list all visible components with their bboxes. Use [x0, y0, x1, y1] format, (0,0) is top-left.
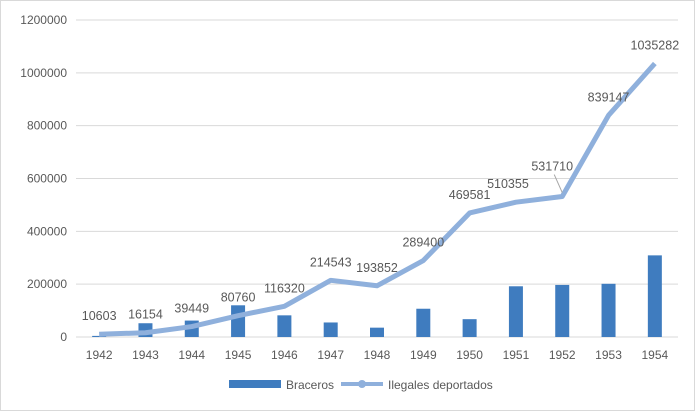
x-tick-label: 1954: [641, 348, 668, 362]
x-tick-label: 1951: [503, 348, 530, 362]
x-tick-label: 1943: [132, 348, 159, 362]
data-label: 214543: [310, 255, 352, 269]
bar: [555, 284, 570, 337]
bar: [370, 327, 384, 337]
legend-label: Braceros: [286, 378, 334, 392]
data-label: 116320: [264, 281, 305, 295]
data-label: 16154: [128, 308, 163, 322]
y-tick-label: 600000: [27, 172, 67, 186]
bar: [416, 308, 431, 337]
bar: [508, 286, 523, 337]
leader-line: [553, 174, 563, 193]
data-label: 510355: [487, 177, 529, 191]
legend-swatch-bars: [229, 380, 281, 388]
legend-label: Ilegales deportados: [388, 378, 493, 392]
bar: [601, 283, 616, 337]
bar: [647, 255, 662, 337]
data-label: 39449: [174, 302, 209, 316]
y-tick-label: 400000: [27, 224, 67, 238]
x-tick-label: 1948: [364, 348, 391, 362]
y-tick-label: 800000: [27, 119, 67, 133]
data-label: 1035282: [631, 39, 680, 53]
line-series: [99, 61, 657, 337]
y-tick-label: 1200000: [20, 13, 67, 27]
bar: [92, 335, 107, 337]
data-label: 80760: [221, 291, 256, 305]
x-tick-label: 1944: [178, 348, 205, 362]
bar: [462, 319, 477, 337]
x-tick-label: 1942: [86, 348, 113, 362]
x-tick-label: 1952: [549, 348, 576, 362]
bar: [323, 322, 338, 337]
data-label: 10603: [82, 309, 117, 323]
y-tick-label: 1000000: [20, 66, 67, 80]
bar: [277, 315, 292, 337]
y-tick-label: 0: [60, 330, 67, 344]
data-label: 469581: [449, 188, 491, 202]
x-tick-label: 1945: [225, 348, 252, 362]
bar: [231, 305, 246, 337]
data-label: 531710: [531, 160, 573, 174]
x-tick-label: 1949: [410, 348, 437, 362]
x-tick-label: 1950: [456, 348, 483, 362]
data-label: 193852: [356, 261, 398, 275]
data-label: 289400: [402, 236, 444, 250]
legend-marker: [358, 380, 366, 388]
data-label: 839147: [588, 90, 630, 104]
x-tick-label: 1946: [271, 348, 298, 362]
x-tick-label: 1947: [317, 348, 344, 362]
x-tick-label: 1953: [595, 348, 622, 362]
y-tick-label: 200000: [27, 277, 67, 291]
